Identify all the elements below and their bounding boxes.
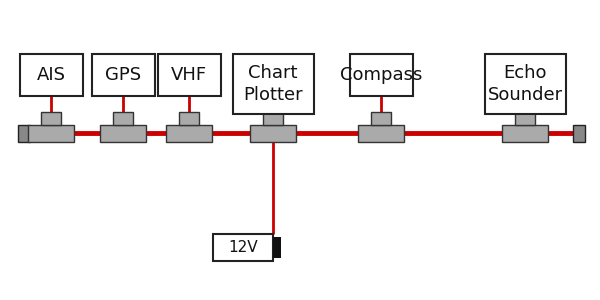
Bar (100, 125, 146, 142)
Bar (263, 112, 283, 125)
Bar (502, 125, 548, 142)
Text: 12V: 12V (228, 240, 258, 255)
Bar (273, 237, 281, 258)
Bar (573, 125, 585, 142)
Text: GPS: GPS (105, 66, 141, 84)
Bar (41, 112, 61, 125)
Bar (166, 125, 212, 142)
Bar (349, 54, 413, 96)
Bar (233, 54, 314, 114)
Bar (179, 112, 199, 125)
Text: Compass: Compass (340, 66, 422, 84)
Bar (213, 234, 273, 261)
Bar (28, 125, 74, 142)
Bar (113, 112, 133, 125)
Bar (18, 125, 30, 142)
Text: Echo
Sounder: Echo Sounder (487, 64, 563, 104)
Text: Chart
Plotter: Chart Plotter (243, 64, 303, 104)
Bar (371, 112, 391, 125)
Text: AIS: AIS (37, 66, 65, 84)
Bar (157, 54, 221, 96)
Bar (250, 125, 296, 142)
Text: VHF: VHF (171, 66, 207, 84)
Bar (515, 112, 535, 125)
Bar (485, 54, 566, 114)
Bar (358, 125, 404, 142)
Bar (91, 54, 155, 96)
Bar (20, 54, 83, 96)
